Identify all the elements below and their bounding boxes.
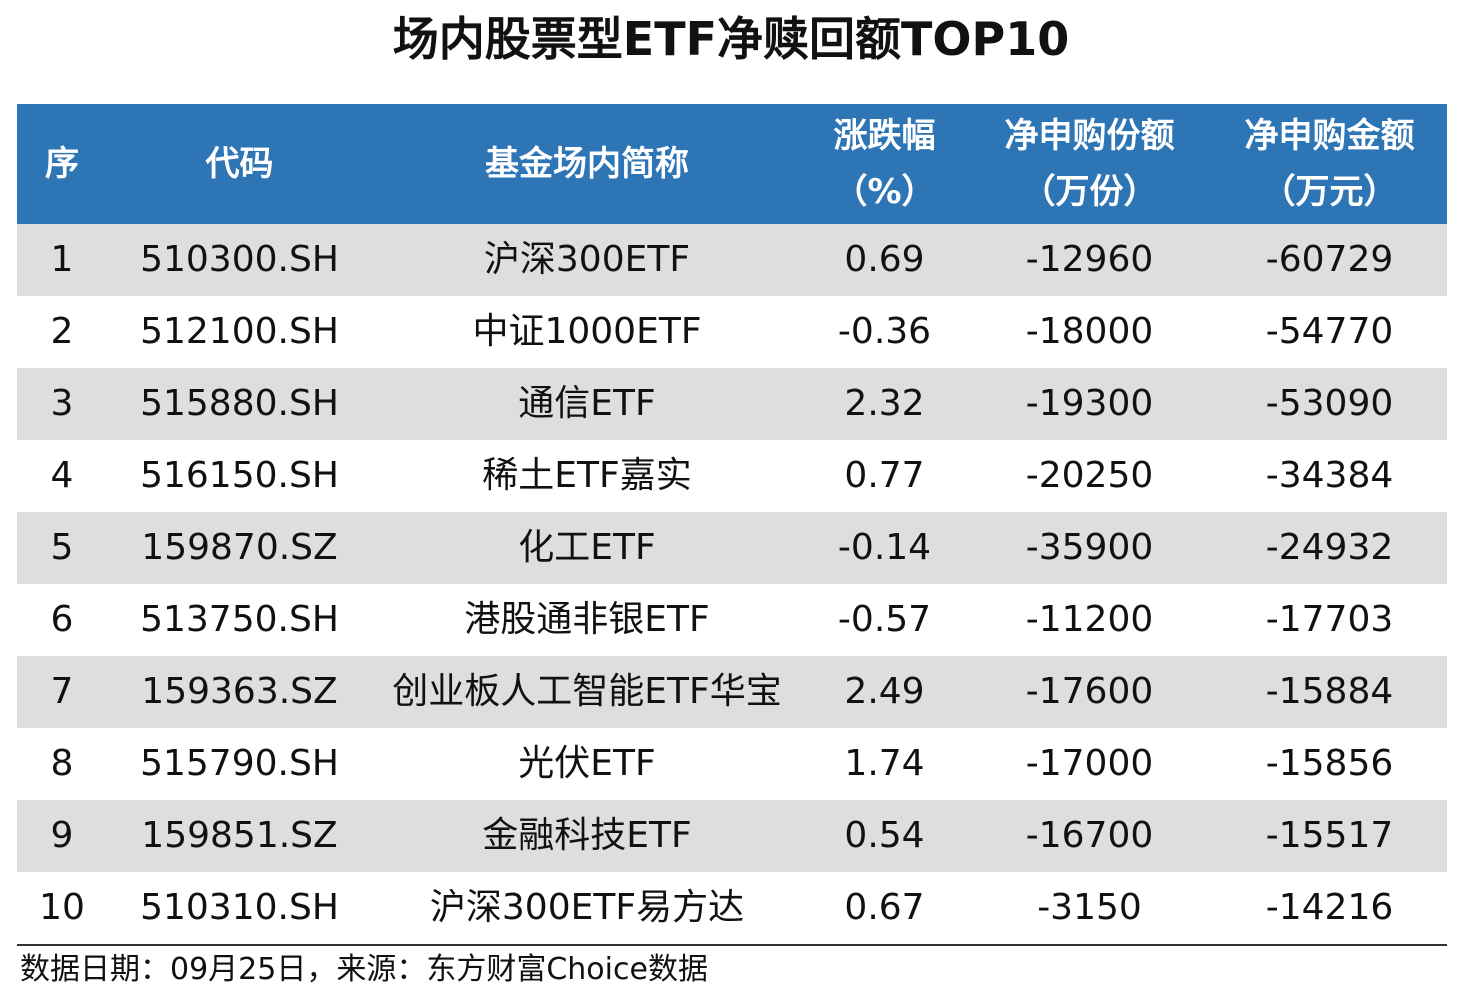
table-row: 8 515790.SH 光伏ETF 1.74 -17000 -15856 — [17, 728, 1447, 800]
net-amount-cell: -15884 — [1265, 671, 1394, 712]
header-line2: （%） — [833, 172, 936, 212]
net-shares-cell: -20250 — [1025, 455, 1154, 496]
rank-cell: 5 — [50, 527, 74, 568]
net-shares-cell: -11200 — [1025, 599, 1154, 640]
net-shares-cell: -3150 — [1037, 887, 1142, 928]
net-amount-cell: -15517 — [1265, 815, 1394, 856]
header-cell: 序 — [17, 136, 107, 192]
header-cell: 基金场内简称 — [372, 136, 802, 192]
rank-cell: 3 — [50, 383, 74, 424]
code-cell: 516150.SH — [140, 455, 339, 496]
change-pct-cell: 0.67 — [844, 887, 925, 928]
table-body: 1 510300.SH 沪深300ETF 0.69 -12960 -60729 2 51210… — [17, 224, 1447, 944]
header-line1: 序 — [45, 144, 79, 184]
header-line1: 净申购份额 — [1004, 116, 1175, 156]
net-shares-cell: -17600 — [1025, 671, 1154, 712]
rank-cell: 2 — [50, 311, 74, 352]
fund-name-cell: 光伏ETF — [518, 743, 656, 784]
footer-divider — [17, 944, 1447, 946]
net-amount-cell: -54770 — [1265, 311, 1394, 352]
fund-name-cell: 化工ETF — [518, 527, 656, 568]
fund-name-cell: 中证1000ETF — [472, 311, 702, 352]
change-pct-cell: 2.32 — [844, 383, 925, 424]
code-cell: 515880.SH — [140, 383, 339, 424]
fund-name-cell: 创业板人工智能ETF华宝 — [392, 671, 782, 712]
header-line2: （万份） — [1021, 172, 1158, 212]
table-row: 2 512100.SH 中证1000ETF -0.36 -18000 -54770 — [17, 296, 1447, 368]
net-shares-cell: -18000 — [1025, 311, 1154, 352]
code-cell: 510310.SH — [140, 887, 339, 928]
net-shares-cell: -16700 — [1025, 815, 1154, 856]
net-shares-cell: -12960 — [1025, 239, 1154, 280]
code-cell: 512100.SH — [140, 311, 339, 352]
table-row: 5 159870.SZ 化工ETF -0.14 -35900 -24932 — [17, 512, 1447, 584]
fund-name-cell: 稀土ETF嘉实 — [482, 455, 692, 496]
etf-table: 序 代码 基金场内简称 涨跌幅 （%） 净申购份额 （万份） 净申购金额 （万元… — [17, 104, 1447, 944]
chart-title: 场内股票型ETF净赎回额TOP10 — [392, 12, 1070, 66]
change-pct-cell: 0.54 — [844, 815, 925, 856]
fund-name-cell: 通信ETF — [518, 383, 656, 424]
net-amount-cell: -60729 — [1265, 239, 1394, 280]
change-pct-cell: 0.77 — [844, 455, 925, 496]
net-amount-cell: -34384 — [1265, 455, 1394, 496]
table-row: 9 159851.SZ 金融科技ETF 0.54 -16700 -15517 — [17, 800, 1447, 872]
net-amount-cell: -24932 — [1265, 527, 1394, 568]
net-amount-cell: -53090 — [1265, 383, 1394, 424]
fund-name-cell: 沪深300ETF — [483, 239, 691, 280]
rank-cell: 10 — [39, 887, 85, 928]
change-pct-cell: 0.69 — [844, 239, 925, 280]
fund-name-cell: 沪深300ETF易方达 — [429, 887, 745, 928]
rank-cell: 8 — [50, 743, 74, 784]
change-pct-cell: -0.14 — [837, 527, 932, 568]
rank-cell: 7 — [50, 671, 74, 712]
code-cell: 159851.SZ — [141, 815, 338, 856]
table-row: 3 515880.SH 通信ETF 2.32 -19300 -53090 — [17, 368, 1447, 440]
table-row: 4 516150.SH 稀土ETF嘉实 0.77 -20250 -34384 — [17, 440, 1447, 512]
header-cell: 净申购金额 （万元） — [1212, 108, 1447, 220]
header-line2: （万元） — [1261, 172, 1398, 212]
fund-name-cell: 金融科技ETF — [482, 815, 692, 856]
net-amount-cell: -14216 — [1265, 887, 1394, 928]
table-row: 10 510310.SH 沪深300ETF易方达 0.67 -3150 -14216 — [17, 872, 1447, 944]
table-row: 7 159363.SZ 创业板人工智能ETF华宝 2.49 -17600 -15884 — [17, 656, 1447, 728]
change-pct-cell: -0.36 — [837, 311, 932, 352]
table-row: 6 513750.SH 港股通非银ETF -0.57 -11200 -17703 — [17, 584, 1447, 656]
rank-cell: 9 — [50, 815, 74, 856]
net-shares-cell: -19300 — [1025, 383, 1154, 424]
net-amount-cell: -17703 — [1265, 599, 1394, 640]
change-pct-cell: -0.57 — [837, 599, 932, 640]
net-shares-cell: -35900 — [1025, 527, 1154, 568]
table-row: 1 510300.SH 沪深300ETF 0.69 -12960 -60729 — [17, 224, 1447, 296]
table-header-row: 序 代码 基金场内简称 涨跌幅 （%） 净申购份额 （万份） 净申购金额 （万元… — [17, 104, 1447, 224]
rank-cell: 1 — [50, 239, 74, 280]
footer-source: 数据日期：09月25日，来源：东方财富Choice数据 — [20, 952, 708, 987]
change-pct-cell: 1.74 — [844, 743, 925, 784]
header-line1: 涨跌幅 — [833, 116, 936, 156]
code-cell: 510300.SH — [140, 239, 339, 280]
rank-cell: 4 — [50, 455, 74, 496]
header-cell: 涨跌幅 （%） — [802, 108, 967, 220]
header-cell: 代码 — [107, 136, 372, 192]
rank-cell: 6 — [50, 599, 74, 640]
change-pct-cell: 2.49 — [844, 671, 925, 712]
net-shares-cell: -17000 — [1025, 743, 1154, 784]
header-cell: 净申购份额 （万份） — [967, 108, 1212, 220]
code-cell: 515790.SH — [140, 743, 339, 784]
code-cell: 159363.SZ — [141, 671, 338, 712]
code-cell: 159870.SZ — [141, 527, 338, 568]
header-line1: 基金场内简称 — [485, 144, 689, 184]
code-cell: 513750.SH — [140, 599, 339, 640]
fund-name-cell: 港股通非银ETF — [464, 599, 710, 640]
header-line1: 净申购金额 — [1244, 116, 1415, 156]
net-amount-cell: -15856 — [1265, 743, 1394, 784]
header-line1: 代码 — [205, 144, 274, 184]
